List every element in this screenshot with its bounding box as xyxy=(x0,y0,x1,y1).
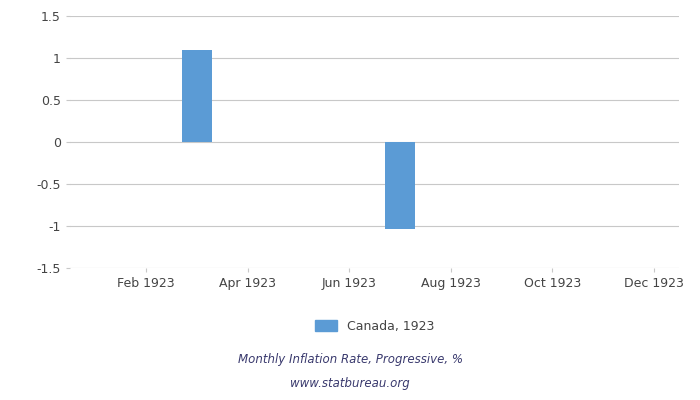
Bar xyxy=(182,50,212,142)
Text: www.statbureau.org: www.statbureau.org xyxy=(290,378,410,390)
Text: Monthly Inflation Rate, Progressive, %: Monthly Inflation Rate, Progressive, % xyxy=(237,354,463,366)
Bar xyxy=(385,142,415,228)
Legend: Canada, 1923: Canada, 1923 xyxy=(314,320,435,333)
